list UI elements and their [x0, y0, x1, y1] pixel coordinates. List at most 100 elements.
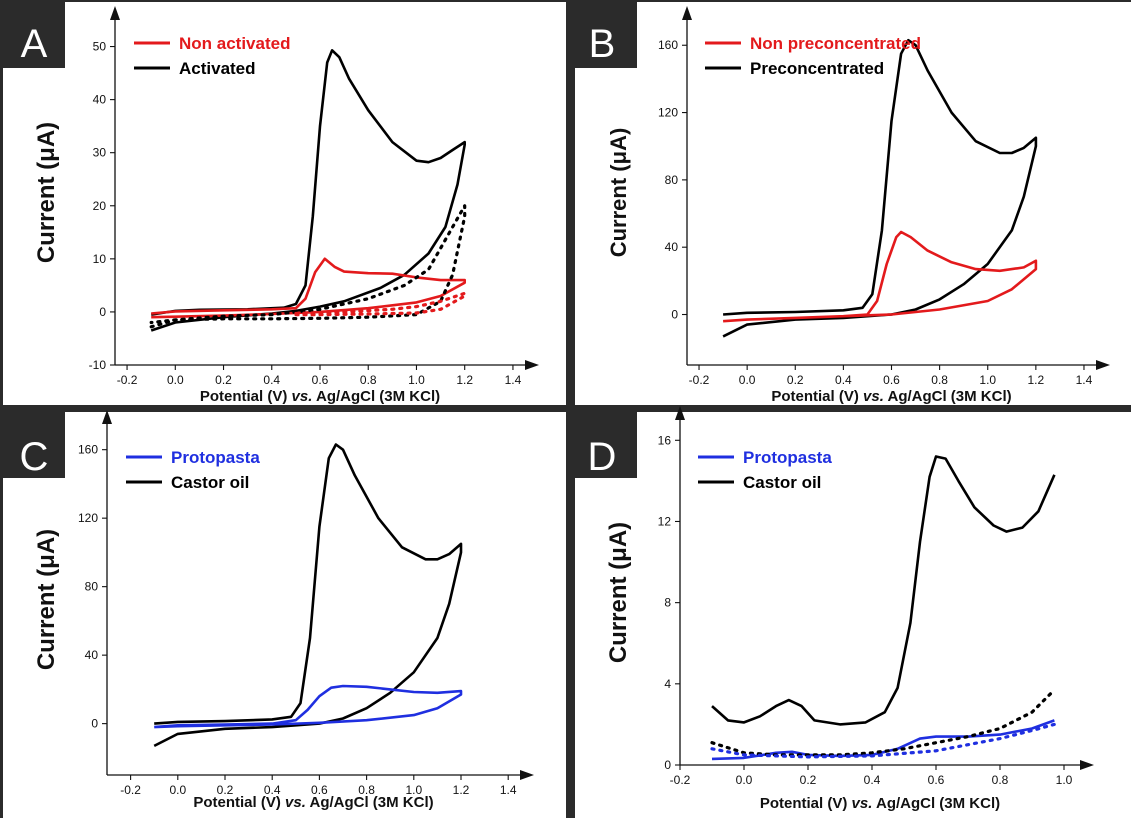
- y-tick-label: 80: [85, 580, 99, 594]
- legend-label: Protopasta: [743, 448, 832, 467]
- y-tick-label: -10: [89, 358, 107, 372]
- x-tick-label: 1.4: [505, 373, 522, 387]
- y-axis-title: Current (μA): [605, 522, 632, 663]
- panel-background: [575, 2, 1131, 405]
- x-axis-title: Potential (V) vs. Ag/AgCl (3M KCl): [200, 388, 440, 405]
- chart-panel-d: -0.2 0.0 0.2 0.4 0.6 0.8 1.0 0 4 8 12 16 Potential (…: [575, 406, 1131, 818]
- panel-label: D: [588, 435, 617, 479]
- x-tick-label: 1.2: [453, 783, 470, 797]
- panel-label-badge: [575, 412, 637, 478]
- series-line: [722, 38, 1038, 338]
- x-axis-arrow: [525, 360, 539, 370]
- series-line: [711, 455, 1056, 726]
- series-line: [149, 204, 467, 329]
- y-axis-title: Current (μA): [606, 128, 631, 258]
- x-tick-label: 0.0: [739, 373, 756, 387]
- x-axis-arrow: [1096, 360, 1110, 370]
- y-tick-label: 40: [665, 240, 679, 254]
- legend-label: Activated: [179, 59, 256, 78]
- x-axis-arrow: [1080, 760, 1094, 770]
- legend-label: Preconcentrated: [750, 59, 884, 78]
- chart-panel-b: -0.2 0.0 0.2 0.4 0.6 0.8 1.0 1.2 1.4 0 40 80 120 160 P…: [575, 2, 1131, 405]
- panel-label-badge: [575, 2, 637, 68]
- y-axis-title: Current (μA): [33, 122, 60, 263]
- legend-label: Non activated: [179, 34, 290, 53]
- x-tick-label: 1.0: [408, 373, 425, 387]
- x-tick-label: 1.4: [500, 783, 517, 797]
- series-line: [710, 722, 1056, 759]
- x-tick-label: -0.2: [117, 373, 138, 387]
- y-tick-label: 12: [658, 514, 672, 528]
- series-line: [153, 443, 463, 748]
- y-tick-label: 30: [93, 146, 107, 160]
- x-tick-label: -0.2: [670, 773, 691, 787]
- x-tick-label: 1.0: [1056, 773, 1073, 787]
- x-tick-label: 0.6: [312, 373, 329, 387]
- x-tick-label: 0.4: [864, 773, 881, 787]
- legend-label: Castor oil: [743, 473, 821, 492]
- x-tick-label: 0.0: [167, 373, 184, 387]
- x-axis-title: Potential (V) vs. Ag/AgCl (3M KCl): [760, 795, 1000, 812]
- y-tick-label: 80: [665, 173, 679, 187]
- series-line: [154, 684, 463, 729]
- y-tick-label: 120: [658, 106, 678, 120]
- x-tick-label: 0.4: [263, 373, 280, 387]
- x-tick-label: 0.0: [736, 773, 753, 787]
- y-tick-label: 20: [93, 199, 107, 213]
- panel-label: C: [20, 435, 49, 479]
- y-tick-label: 40: [93, 93, 107, 107]
- x-tick-label: 0.6: [928, 773, 945, 787]
- y-tick-label: 0: [99, 305, 106, 319]
- x-tick-label: 0.6: [883, 373, 900, 387]
- legend-label: Protopasta: [171, 448, 260, 467]
- x-tick-label: -0.2: [120, 783, 141, 797]
- x-tick-label: 1.0: [979, 373, 996, 387]
- legend-label: Non preconcentrated: [750, 34, 921, 53]
- x-tick-label: 1.2: [1028, 373, 1045, 387]
- series-line: [294, 291, 467, 317]
- x-tick-label: 0.4: [264, 783, 281, 797]
- x-tick-label: -0.2: [689, 373, 710, 387]
- x-tick-label: 1.2: [456, 373, 473, 387]
- x-tick-label: 1.0: [405, 783, 422, 797]
- x-tick-label: 0.4: [835, 373, 852, 387]
- panel-background: [3, 412, 566, 818]
- y-tick-label: 50: [93, 40, 107, 54]
- series-line: [150, 49, 466, 332]
- x-tick-label: 0.2: [217, 783, 234, 797]
- series-line: [723, 230, 1038, 323]
- y-axis-title: Current (μA): [33, 529, 60, 670]
- y-tick-label: 16: [658, 433, 672, 447]
- panel-label: B: [589, 22, 616, 66]
- y-tick-label: 120: [78, 511, 98, 525]
- x-tick-label: 0.2: [215, 373, 232, 387]
- x-tick-label: 0.8: [358, 783, 375, 797]
- y-tick-label: 4: [664, 677, 671, 691]
- y-tick-label: 0: [664, 758, 671, 772]
- y-tick-label: 0: [91, 717, 98, 731]
- y-axis-arrow: [110, 6, 120, 20]
- y-tick-label: 10: [93, 252, 107, 266]
- series-line: [710, 688, 1056, 757]
- y-axis-arrow: [102, 410, 112, 424]
- y-tick-label: 0: [671, 308, 678, 322]
- x-tick-label: 0.6: [311, 783, 328, 797]
- y-tick-label: 8: [664, 596, 671, 610]
- y-axis-arrow: [675, 406, 685, 420]
- y-tick-label: 160: [658, 38, 678, 52]
- series-line: [711, 719, 1055, 761]
- y-tick-label: 160: [78, 443, 98, 457]
- panel-background: [575, 412, 1131, 818]
- y-tick-label: 40: [85, 648, 99, 662]
- x-tick-label: 0.2: [800, 773, 817, 787]
- chart-panel-c: -0.2 0.0 0.2 0.4 0.6 0.8 1.0 1.2 1.4 0 40 80 120 160 P…: [3, 410, 566, 818]
- panel-label-badge: [3, 2, 65, 68]
- y-axis-arrow: [682, 6, 692, 20]
- legend-label: Castor oil: [171, 473, 249, 492]
- panel-label-badge: [3, 412, 65, 478]
- x-axis-arrow: [520, 770, 534, 780]
- x-tick-label: 0.0: [169, 783, 186, 797]
- x-axis-title: Potential (V) vs. Ag/AgCl (3M KCl): [771, 388, 1011, 405]
